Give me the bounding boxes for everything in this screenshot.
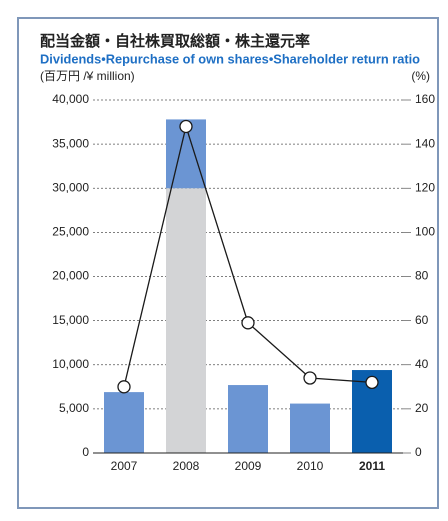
y2-tick-label: 120 (415, 180, 435, 194)
y-tick-label: 10,000 (52, 357, 89, 371)
y-tick-label: 20,000 (52, 269, 89, 283)
bar (228, 385, 268, 453)
y2-tick-label: 80 (415, 269, 429, 283)
x-tick-label: 2009 (235, 459, 262, 473)
y-axis-label: (百万円 /¥ million) (40, 69, 135, 83)
y-tick-label: 5,000 (59, 401, 89, 415)
chart-subtitle: Dividends•Repurchase of own shares•Share… (40, 52, 420, 66)
y2-tick-label: 140 (415, 136, 435, 150)
line-point (365, 375, 379, 390)
y-tick-label: 0 (82, 445, 89, 459)
x-tick-label: 2011 (359, 459, 385, 473)
line-point (179, 119, 193, 134)
y2-tick-label: 0 (415, 445, 422, 459)
y2-tick-label: 100 (415, 225, 435, 239)
line-point (303, 371, 317, 385)
chart-title: 配当金額・自社株買取総額・株主還元率 (40, 32, 310, 50)
bar (166, 188, 206, 453)
y-tick-label: 40,000 (52, 92, 89, 106)
y-tick-label: 30,000 (52, 180, 89, 194)
y2-axis-label: (%) (411, 69, 430, 83)
x-tick-label: 2010 (297, 459, 324, 473)
x-tick-label: 2008 (173, 459, 200, 473)
y2-tick-label: 40 (415, 357, 429, 371)
line-point (241, 316, 255, 330)
y-tick-label: 35,000 (52, 136, 89, 150)
line-point (117, 380, 131, 394)
y2-tick-label: 60 (415, 313, 429, 327)
y-tick-label: 15,000 (52, 313, 89, 327)
x-tick-label: 2007 (111, 459, 138, 473)
y-tick-label: 25,000 (52, 225, 89, 239)
y2-tick-label: 20 (415, 401, 429, 415)
bar (104, 392, 144, 453)
y2-tick-label: 160 (415, 92, 435, 106)
bar (290, 403, 330, 453)
